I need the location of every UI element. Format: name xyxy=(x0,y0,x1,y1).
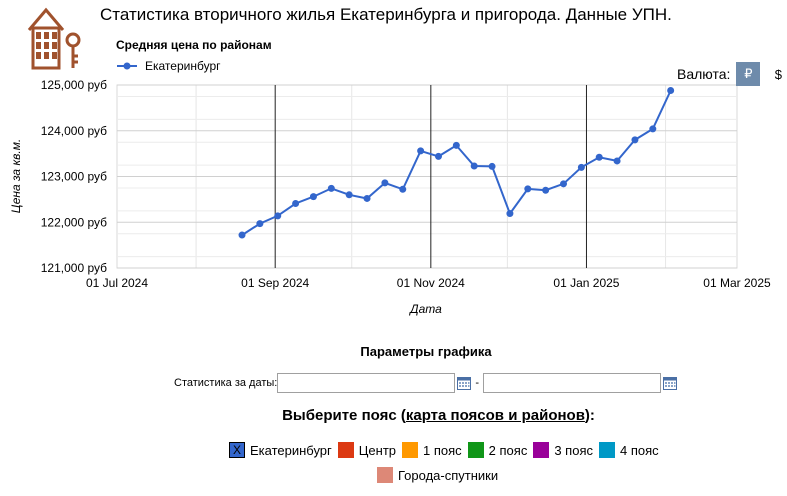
price-line-chart: Средняя цена по районам Екатеринбург 121… xyxy=(9,38,771,316)
zone-selector-row-1: X Екатеринбург Центр 1 пояс 2 пояс 3 поя… xyxy=(229,442,665,458)
zone-check-mark: X xyxy=(232,443,241,457)
x-tick-label: 01 Mar 2025 xyxy=(703,276,771,290)
data-point xyxy=(595,153,603,161)
grid-layer xyxy=(117,84,737,269)
data-point xyxy=(363,194,371,202)
zone-label: 2 пояс xyxy=(488,442,528,458)
zone-belt-4[interactable]: 4 пояс xyxy=(598,442,659,458)
data-point xyxy=(488,162,496,170)
zones-title-prefix: Выберите пояс ( xyxy=(282,407,406,424)
chart-title: Средняя цена по районам xyxy=(116,38,272,52)
zone-checkbox-center[interactable] xyxy=(337,442,354,458)
x-tick-label: 01 Sep 2024 xyxy=(241,276,309,290)
data-point xyxy=(381,179,389,187)
data-point xyxy=(292,199,300,207)
series-ekaterinburg xyxy=(238,86,675,239)
calendar-icon[interactable] xyxy=(663,376,678,390)
zone-label: Центр xyxy=(358,442,397,458)
x-axis-label: Дата xyxy=(408,302,442,316)
zone-checkbox-belt-2[interactable] xyxy=(467,442,484,458)
legend-marker xyxy=(123,62,131,70)
zone-belt-2[interactable]: 2 пояс xyxy=(467,442,528,458)
currency-selector: Валюта: ₽ $ xyxy=(677,62,787,86)
data-point xyxy=(309,193,317,201)
currency-rub-button[interactable]: ₽ xyxy=(736,62,761,86)
zone-checkbox-satellite-cities[interactable] xyxy=(377,467,393,483)
data-point xyxy=(417,147,425,155)
data-point xyxy=(613,157,621,165)
data-point xyxy=(470,162,478,170)
zone-checkbox-belt-4[interactable] xyxy=(598,442,615,458)
data-point xyxy=(452,141,460,149)
date-separator: - xyxy=(475,377,480,389)
data-point xyxy=(434,152,442,160)
zone-checkbox-belt-1[interactable] xyxy=(402,442,419,458)
y-axis-label: Цена за кв.м. xyxy=(9,139,23,214)
data-point xyxy=(327,184,335,192)
currency-label: Валюта: xyxy=(677,66,731,82)
data-point xyxy=(524,185,532,193)
date-from-input[interactable] xyxy=(277,373,456,393)
zone-label: 1 пояс xyxy=(423,442,462,458)
y-ticks: 121,000 руб 122,000 руб 123,000 руб 124,000… xyxy=(41,78,107,275)
chart-legend: Екатеринбург xyxy=(117,59,221,73)
params-title: Параметры графика xyxy=(360,344,492,359)
zones-title: Выберите пояс (карта поясов и районов): xyxy=(0,407,787,424)
zones-map-link[interactable]: карта поясов и районов xyxy=(405,407,585,424)
y-tick-label: 123,000 руб xyxy=(41,170,107,184)
x-ticks: 01 Jul 2024 01 Sep 2024 01 Nov 2024 01 Jan … xyxy=(86,276,771,290)
data-point xyxy=(667,86,675,94)
legend-label-ekaterinburg: Екатеринбург xyxy=(145,59,221,73)
y-tick-label: 125,000 руб xyxy=(41,78,107,92)
data-point xyxy=(238,231,246,239)
data-point xyxy=(274,212,282,220)
series-line xyxy=(241,90,672,236)
zone-label: Екатеринбург xyxy=(250,442,332,458)
data-point xyxy=(649,125,657,133)
zones-title-suffix: ): xyxy=(584,407,595,424)
x-tick-label: 01 Nov 2024 xyxy=(397,276,465,290)
date-range-label: Статистика за даты: xyxy=(174,377,278,389)
house-key-logo-icon xyxy=(27,7,81,70)
data-point xyxy=(506,210,514,218)
data-point xyxy=(631,136,639,144)
zone-checkbox-belt-3[interactable] xyxy=(533,442,550,458)
y-tick-label: 124,000 руб xyxy=(41,124,107,138)
data-point xyxy=(399,185,407,193)
y-tick-label: 121,000 руб xyxy=(41,261,107,275)
zone-selector-row-2: Города-спутники xyxy=(377,467,504,483)
x-tick-label: 01 Jul 2024 xyxy=(86,276,148,290)
calendar-icon[interactable] xyxy=(457,376,472,390)
date-range-row: Статистика за даты: - xyxy=(174,373,678,393)
page-title: Статистика вторичного жилья Екатеринбург… xyxy=(100,5,672,24)
zone-belt-1[interactable]: 1 пояс xyxy=(402,442,462,458)
zone-label: 4 пояс xyxy=(619,442,659,458)
zone-label: Города-спутники xyxy=(398,467,499,483)
zone-center[interactable]: Центр xyxy=(337,442,397,458)
currency-usd-button[interactable]: $ xyxy=(766,62,787,86)
zone-checkbox-ekaterinburg[interactable]: X xyxy=(229,442,245,458)
data-point xyxy=(577,163,585,171)
zone-satellite-cities[interactable]: Города-спутники xyxy=(377,467,498,483)
zone-label: 3 пояс xyxy=(554,442,593,458)
zone-belt-3[interactable]: 3 пояс xyxy=(533,442,593,458)
data-point xyxy=(345,191,353,199)
data-point xyxy=(560,180,568,188)
x-tick-label: 01 Jan 2025 xyxy=(553,276,619,290)
data-point xyxy=(256,220,264,228)
data-point xyxy=(542,186,550,194)
date-to-input[interactable] xyxy=(483,373,662,393)
y-tick-label: 122,000 руб xyxy=(41,215,107,229)
zone-ekaterinburg[interactable]: X Екатеринбург xyxy=(229,442,332,458)
